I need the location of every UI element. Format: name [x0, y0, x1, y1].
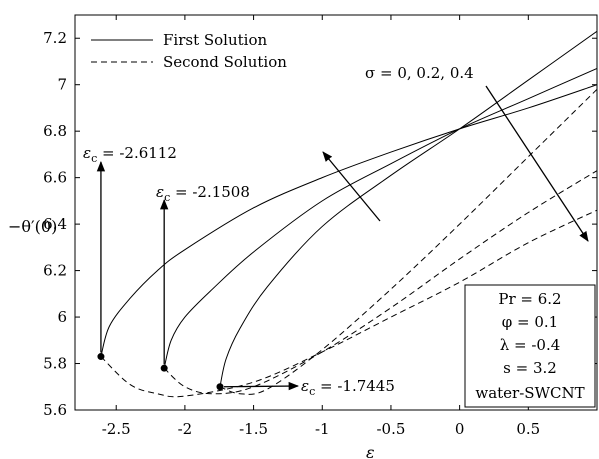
second-solution-line-3	[163, 170, 597, 395]
legend-second-solution-label: Second Solution	[163, 53, 287, 71]
first-solution-line-0	[100, 84, 597, 357]
y-tick-label: 7.2	[43, 29, 67, 47]
param-s: s = 3.2	[503, 359, 557, 377]
y-tick-label: 6.8	[43, 122, 67, 140]
param-nanofluid: water-SWCNT	[475, 384, 584, 402]
critical-point-marker-3	[216, 383, 224, 391]
y-axis-label: −θ′(0)	[8, 217, 57, 236]
plot-area-frame	[74, 14, 598, 411]
x-tick-label: -1.5	[239, 420, 268, 438]
critical-arrow-3	[223, 381, 300, 391]
sigma-arrow-second-solution	[485, 85, 589, 242]
parameters-box-frame	[464, 284, 596, 408]
series-layer	[97, 30, 597, 398]
x-tick-label: 0.5	[516, 420, 540, 438]
first-solution-line-2	[163, 67, 597, 369]
x-tick-label: -0.5	[376, 420, 405, 438]
legend: First Solution Second Solution	[91, 31, 287, 71]
critical-point-label-3: εc = -1.7445	[301, 377, 395, 398]
y-tick-label: 6.4	[43, 215, 67, 233]
param-lambda: λ = -0.4	[500, 336, 561, 354]
legend-first-solution-label: First Solution	[163, 31, 267, 49]
x-tick-label: -2	[178, 420, 193, 438]
x-tick-label: -2.5	[102, 420, 131, 438]
y-tick-label: 5.6	[43, 401, 67, 419]
critical-point-marker-2	[160, 364, 168, 372]
sigma-annotation: σ = 0, 0.2, 0.4	[365, 64, 474, 82]
y-axis: 5.6 5.8 6 6.2 6.4 6.6 6.8 7 7.2	[43, 29, 597, 419]
y-tick-label: 6	[57, 308, 67, 326]
annotation-arrows	[96, 85, 589, 391]
x-axis-label: ε	[366, 443, 375, 459]
critical-point-label-1: εc = -2.6112	[83, 144, 177, 165]
plot-frame	[74, 14, 598, 411]
x-tick-label: 0	[455, 420, 465, 438]
param-pr: Pr = 6.2	[498, 290, 561, 308]
first-solution-line-4	[219, 30, 597, 387]
sigma-arrow-first-solution	[322, 151, 381, 222]
parameters-box: Pr = 6.2 φ = 0.1 λ = -0.4 s = 3.2 water-…	[464, 284, 596, 408]
y-tick-label: 6.6	[43, 169, 67, 187]
param-phi: φ = 0.1	[502, 313, 558, 331]
y-tick-label: 7	[57, 76, 67, 94]
y-tick-label: 6.2	[43, 262, 67, 280]
y-tick-label: 5.8	[43, 355, 67, 373]
critical-point-label-2: εc = -2.1508	[156, 183, 250, 204]
x-tick-label: -1	[315, 420, 330, 438]
second-solution-line-1	[100, 209, 597, 398]
critical-point-marker-1	[97, 353, 105, 361]
x-axis: -2.5 -2 -1.5 -1 -0.5 0 0.5	[102, 15, 540, 438]
second-solution-line-5	[219, 88, 597, 395]
